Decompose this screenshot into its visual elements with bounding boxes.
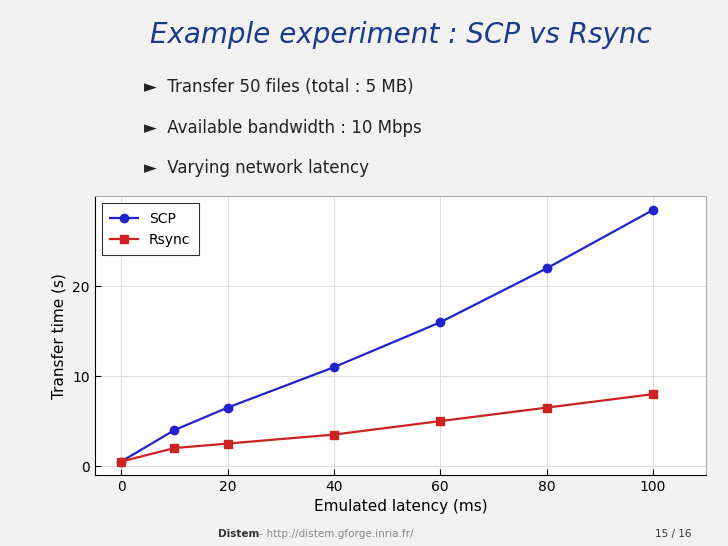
Legend: SCP, Rsync: SCP, Rsync (102, 204, 199, 255)
Rsync (117, 458, 126, 465)
Text: Distem: Distem (218, 530, 260, 539)
Rsync (436, 418, 445, 424)
Line: Rsync: Rsync (117, 390, 657, 466)
Line: SCP: SCP (117, 206, 657, 466)
SCP (542, 265, 551, 272)
SCP (223, 405, 232, 411)
Rsync (223, 440, 232, 447)
SCP (117, 458, 126, 465)
Rsync (330, 431, 339, 438)
Rsync (170, 445, 179, 452)
Text: Example experiment : SCP vs Rsync: Example experiment : SCP vs Rsync (149, 21, 652, 49)
SCP (436, 319, 445, 325)
SCP (330, 364, 339, 371)
Y-axis label: Transfer time (s): Transfer time (s) (52, 273, 66, 399)
SCP (649, 207, 657, 213)
Text: ►  Transfer 50 files (total : 5 MB): ► Transfer 50 files (total : 5 MB) (143, 78, 414, 96)
Rsync (542, 405, 551, 411)
Text: ►  Available bandwidth : 10 Mbps: ► Available bandwidth : 10 Mbps (143, 118, 422, 136)
Rsync (649, 391, 657, 397)
X-axis label: Emulated latency (ms): Emulated latency (ms) (314, 500, 487, 514)
Text: – http://distem.gforge.inria.fr/: – http://distem.gforge.inria.fr/ (258, 530, 414, 539)
SCP (170, 427, 179, 434)
Text: ►  Varying network latency: ► Varying network latency (143, 159, 368, 177)
Text: 15 / 16: 15 / 16 (655, 530, 692, 539)
